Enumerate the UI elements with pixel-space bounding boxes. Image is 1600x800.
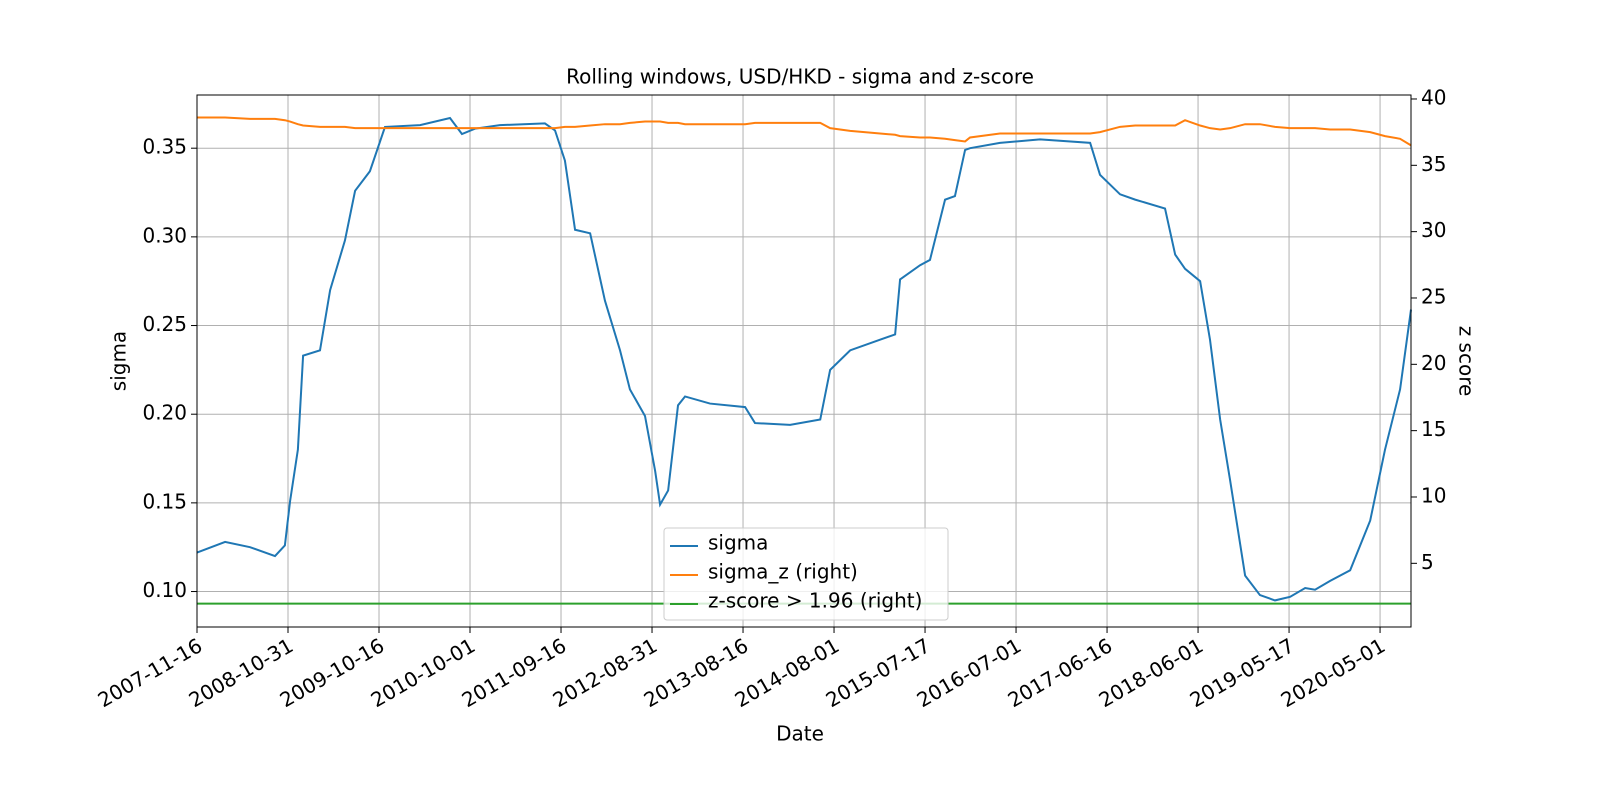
y-axis-label: sigma xyxy=(107,331,131,391)
y2-tick-label: 30 xyxy=(1421,218,1446,242)
y-tick-label: 0.35 xyxy=(142,135,187,159)
y2-tick-label: 10 xyxy=(1421,483,1446,507)
y2-tick-label: 40 xyxy=(1421,85,1446,109)
x-axis-label: Date xyxy=(776,722,824,746)
chart-title: Rolling windows, USD/HKD - sigma and z-s… xyxy=(566,65,1034,89)
y-tick-label: 0.15 xyxy=(142,489,187,513)
y2-axis-label: z score xyxy=(1455,326,1479,397)
plot-frame xyxy=(196,94,1412,628)
series-line xyxy=(196,116,1412,602)
y2-tick-label: 20 xyxy=(1421,351,1446,375)
y-tick-label: 0.10 xyxy=(142,578,187,602)
legend-label: sigma_z (right) xyxy=(708,560,858,584)
y2-tick-label: 15 xyxy=(1421,417,1446,441)
y-tick-label: 0.20 xyxy=(142,401,187,425)
y2-tick-label: 25 xyxy=(1421,284,1446,308)
y-tick-label: 0.25 xyxy=(142,312,187,336)
x-tick-label: 2020-05-01 xyxy=(1277,633,1390,712)
y-tick-label: 0.30 xyxy=(142,223,187,247)
legend-label: sigma xyxy=(708,531,768,555)
y2-tick-label: 35 xyxy=(1421,152,1446,176)
legend-label: z-score > 1.96 (right) xyxy=(708,589,922,613)
legend-box xyxy=(663,527,949,621)
series-line xyxy=(197,116,1412,147)
y2-tick-label: 5 xyxy=(1421,550,1434,574)
